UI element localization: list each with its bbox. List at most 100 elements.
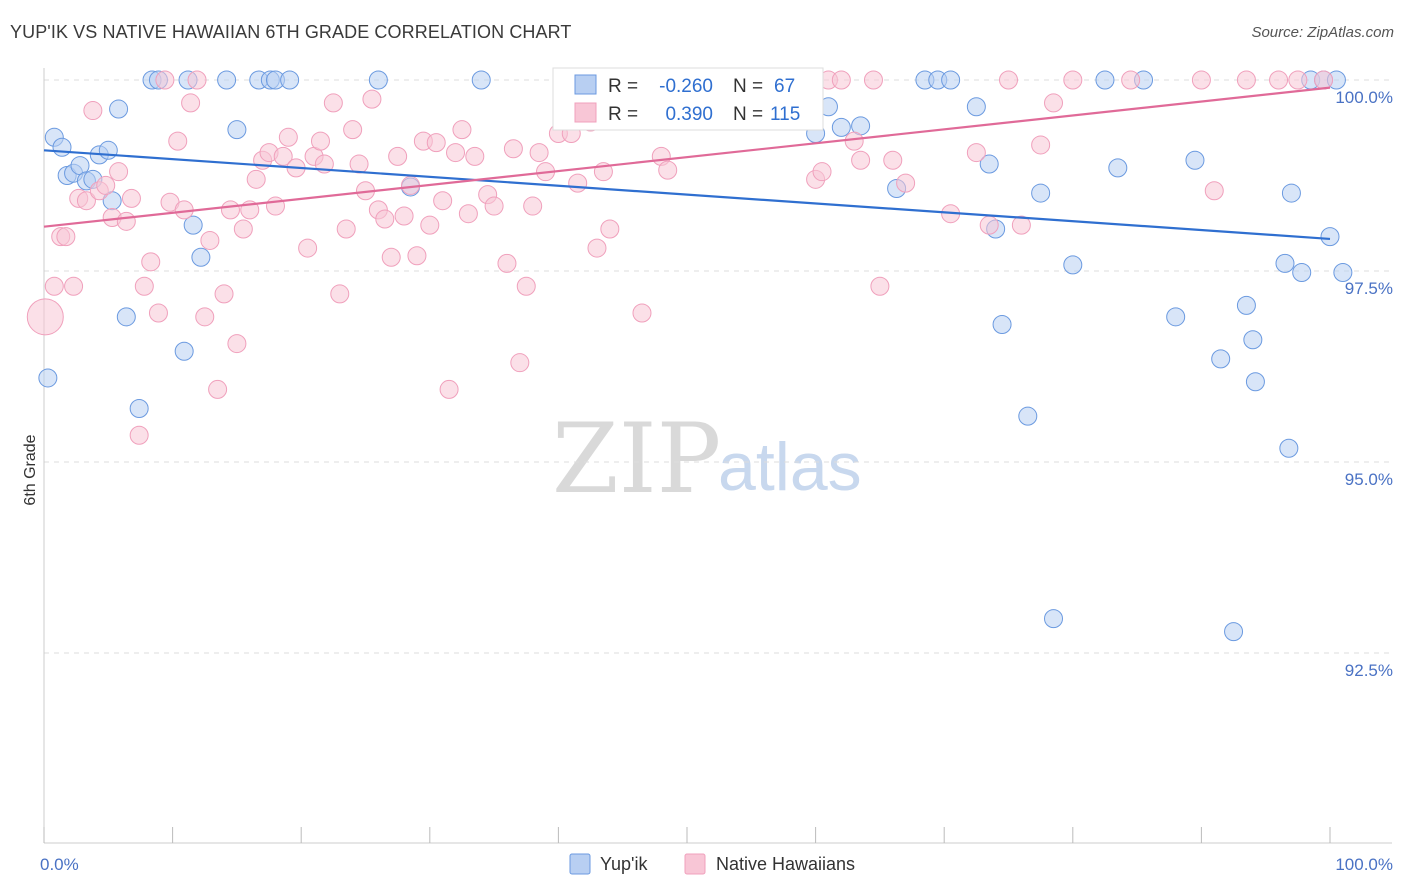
yupik-point [183,215,203,235]
yupik-point [280,70,300,90]
yupik-point [1063,255,1083,275]
native-hawaiian-point [966,143,986,163]
native-hawaiian-point [1031,135,1051,155]
native-hawaiian-point [516,276,536,296]
native-hawaiian-point [497,253,517,273]
native-hawaiian-point [600,219,620,239]
native-hawaiian-point [141,252,161,272]
native-hawaiian-point [56,227,76,247]
yupik-point [116,307,136,327]
native-hawaiian-point [362,89,382,109]
trend-lines [43,86,1331,241]
native-hawaiian-point [999,70,1018,90]
y-tick-label: 95.0% [1345,470,1393,489]
native-hawaiian-point [407,246,427,266]
legend-n-value: 67 [774,76,795,97]
legend-swatch-native-hawaiians [574,102,597,123]
native-hawaiian-point [336,219,356,239]
yupik-point [1211,349,1231,369]
x-tick-labels: 0.0% 100.0% [40,855,1393,874]
series-name-native-hawaiians: Native Hawaiians [716,854,855,874]
yupik-point [1292,263,1312,283]
yupik-point [1166,307,1186,327]
yupik-point [38,368,58,388]
yupik-point [1236,295,1256,315]
native-hawaiian-point [227,334,247,354]
native-hawaiian-point [26,298,64,336]
native-hawaiian-point [96,175,116,195]
legend-r-value: -0.260 [659,76,713,97]
native-hawaiian-point [503,139,523,159]
native-hawaiian-point [64,276,84,296]
native-hawaiian-point [568,173,588,193]
native-hawaiian-point [394,206,414,226]
native-hawaiian-point [510,353,530,373]
native-hawaiian-point [870,276,890,296]
native-hawaiian-point [214,284,234,304]
native-hawaiian-point [587,238,607,258]
chart-title: YUP'IK VS NATIVE HAWAIIAN 6TH GRADE CORR… [10,22,572,42]
y-tick-label: 97.5% [1345,279,1393,298]
native-hawaiian-point [76,191,96,211]
series-swatch-native-hawaiians [684,853,706,875]
native-hawaiian-point [246,169,266,189]
yupik-point [227,120,247,140]
yupik-point [1281,183,1301,203]
native-hawaiian-point [233,219,253,239]
native-hawaiian-point [452,120,472,140]
legend-r-label: R = [608,104,638,125]
native-hawaiian-point [83,101,103,121]
yupik-point [1320,227,1340,247]
native-hawaiian-point [181,93,201,113]
yupik-point [1245,372,1265,392]
native-hawaiian-point [323,93,343,113]
native-hawaiian-point [658,160,678,180]
yupik-point [109,99,129,119]
native-hawaiian-point [883,150,903,170]
yupik-point [174,341,194,361]
native-hawaiian-point [863,70,883,90]
native-hawaiian-point [134,276,154,296]
native-hawaiian-point [388,146,408,166]
native-hawaiian-point [195,307,215,327]
native-hawaiian-point [1044,93,1064,113]
native-hawaiian-point [1314,70,1334,90]
yupik-point [52,137,72,157]
native-hawaiian-point [1121,70,1141,90]
native-hawaiian-point [349,154,369,174]
yupik-point [1224,622,1244,642]
native-hawaiian-point [831,70,851,90]
yupik-point [1031,183,1051,203]
native-hawaiian-point [381,247,401,267]
yupik-point [129,399,149,419]
yupik-point [1279,438,1299,458]
y-tick-labels: 100.0% 97.5% 95.0% 92.5% [1335,88,1393,680]
native-hawaiian-point [168,131,188,151]
yupik-point [1333,263,1353,283]
yupik-point [1018,406,1038,426]
native-hawaiian-point [484,196,504,216]
native-hawaiian-point [343,120,363,140]
yupik-point [98,140,118,160]
native-hawaiian-point [632,303,652,323]
yupik-point [1108,158,1128,178]
native-hawaiian-point [121,188,141,208]
yupik-point [966,97,986,117]
yupik-point [941,70,961,90]
native-hawaiian-point [220,200,240,220]
yupik-point [191,247,211,267]
legend-r-label: R = [608,76,638,97]
series-legend: Yup'ik Native Hawaiians [569,853,855,875]
native-hawaiian-point [310,131,330,151]
native-hawaiian-point [116,211,136,231]
watermark-zip: ZIP [552,403,721,515]
native-hawaiian-point [155,70,175,90]
yupik-point [217,70,237,90]
native-hawaiian-point [109,162,129,182]
legend-r-value: 0.390 [665,104,713,125]
native-hawaiian-point [896,173,916,193]
legend-swatch-yupik [574,74,597,95]
y-tick-label: 100.0% [1335,88,1393,107]
stats-legend: R = -0.260 N = 67 R = 0.390 N = 115 [552,67,824,131]
